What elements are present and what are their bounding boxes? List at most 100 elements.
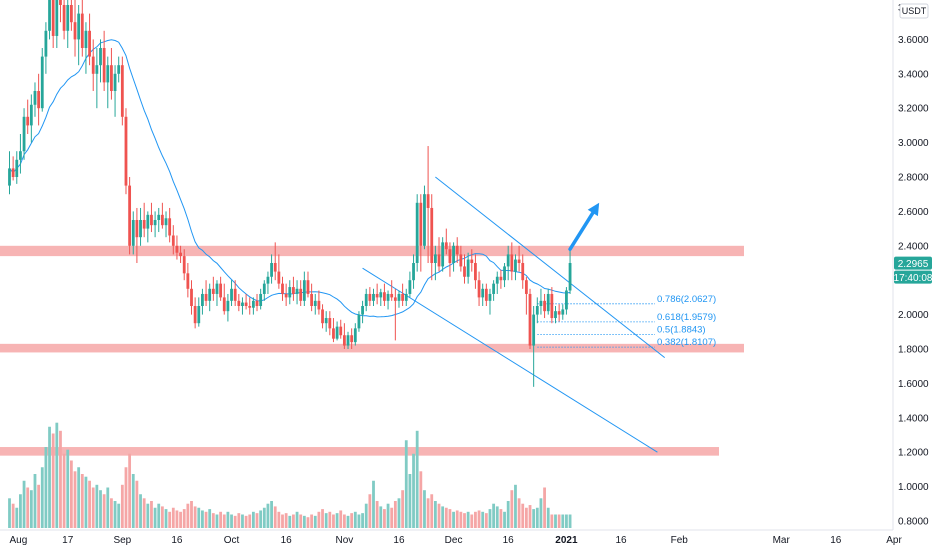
candle <box>233 280 237 306</box>
candle <box>66 0 70 48</box>
volume-bar <box>550 514 554 528</box>
candle-body <box>131 220 135 246</box>
candle <box>535 297 539 324</box>
price-tick-label: 1.6000 <box>898 379 929 390</box>
candle <box>459 245 463 272</box>
time-tick-label: Dec <box>445 535 463 546</box>
candle-body <box>69 5 73 23</box>
candle <box>484 283 488 306</box>
candle <box>51 0 55 48</box>
candle <box>412 254 415 289</box>
candle <box>506 245 510 281</box>
candle <box>80 0 84 57</box>
candle <box>99 39 102 83</box>
volume-bar <box>146 503 150 528</box>
candle-body <box>408 280 412 294</box>
candle <box>128 177 132 255</box>
candle <box>15 151 19 184</box>
candle-body <box>33 91 37 105</box>
currency-badge[interactable] <box>899 3 929 19</box>
candle <box>313 293 317 315</box>
volume-bar <box>386 503 390 528</box>
volume-bar <box>448 509 452 528</box>
volume-bar <box>306 517 310 528</box>
candle <box>361 300 364 324</box>
candle-body <box>441 242 445 267</box>
candle <box>565 287 568 315</box>
candle-body <box>208 288 212 301</box>
fib-label: 0.618(1.9579) <box>657 312 716 323</box>
volume-bar <box>353 511 357 528</box>
price-tick-label: 1.0000 <box>898 482 929 493</box>
candle-body <box>452 245 455 263</box>
candle-body <box>495 276 499 284</box>
volume-bar <box>404 440 408 528</box>
candle <box>186 263 190 298</box>
candle-body <box>342 335 346 346</box>
candle-body <box>135 220 139 238</box>
volume-bar <box>430 494 434 528</box>
currency-label: USDT <box>902 6 927 16</box>
candle-body <box>324 318 328 324</box>
candle-body <box>277 271 281 284</box>
price-zone <box>0 343 744 353</box>
arrow-head <box>587 202 600 217</box>
candle <box>102 30 106 91</box>
candle <box>383 283 386 306</box>
candle-body <box>561 309 565 315</box>
candle <box>204 280 208 306</box>
candle-body <box>19 151 22 160</box>
volume-bar <box>182 509 186 528</box>
candle <box>477 271 481 306</box>
candle <box>481 283 485 306</box>
candle-body <box>368 293 372 301</box>
volume-bar <box>37 484 41 528</box>
volume-bar <box>455 510 459 528</box>
candle <box>160 202 164 229</box>
candle <box>164 211 168 238</box>
candle <box>244 293 248 310</box>
volume-bar <box>342 514 346 528</box>
volume-bar <box>208 509 212 528</box>
volume-bar <box>524 507 528 528</box>
candle-body <box>262 283 266 294</box>
volume-bar <box>470 514 474 528</box>
fibonacci-levels: 0.786(2.0627) 0.618(1.9579) 0.5(1.8843)0.3… <box>537 294 716 348</box>
candle <box>8 151 11 195</box>
volume-bar <box>514 484 517 528</box>
candle-body <box>321 309 324 324</box>
volume-bar <box>204 511 208 528</box>
candle-body <box>372 293 375 301</box>
candle <box>237 293 241 312</box>
candle-body <box>353 328 357 343</box>
volume-bar <box>346 515 350 528</box>
time-tick-label: 16 <box>171 535 183 546</box>
candle-body <box>474 263 477 281</box>
candle <box>332 318 335 343</box>
candle-body <box>244 302 248 306</box>
volume-bar <box>193 506 197 528</box>
candle <box>168 207 172 243</box>
volume-bar <box>408 474 412 528</box>
arrow-shaft <box>568 211 595 251</box>
candle-body <box>120 65 124 117</box>
time-tick-label: 16 <box>281 535 293 546</box>
volume-bar <box>295 511 299 528</box>
candle-body <box>270 263 273 277</box>
candle <box>350 328 354 349</box>
candle-body <box>139 220 142 238</box>
volume-bar <box>474 511 477 528</box>
price-tick-label: 3.0000 <box>898 138 929 149</box>
candle-body <box>306 280 310 294</box>
candle-body <box>546 293 550 312</box>
fib-label: 0.382(1.8107) <box>657 337 716 348</box>
time-tick-label: 16 <box>615 535 627 546</box>
candle <box>22 108 26 160</box>
volume-bar <box>157 503 161 528</box>
volume-bar <box>168 511 172 528</box>
candle <box>306 271 310 298</box>
candle-body <box>204 293 208 301</box>
candle <box>251 297 255 315</box>
candle-body <box>110 65 113 91</box>
